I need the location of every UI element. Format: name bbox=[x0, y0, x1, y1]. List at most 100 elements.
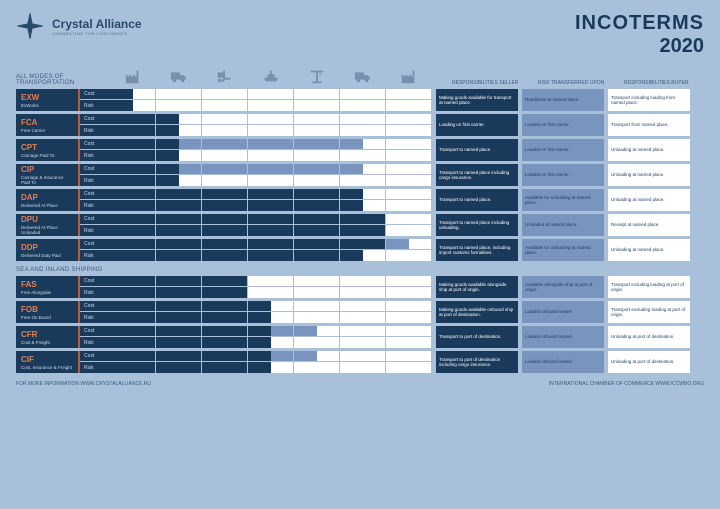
risk-bar bbox=[110, 225, 432, 236]
footer-right: INTERNATIONAL CHAMBER OF COMMERCE WWW.IC… bbox=[549, 381, 704, 387]
cost-label: Cost bbox=[80, 164, 110, 175]
cost-bar bbox=[110, 326, 432, 337]
resp-cell: Transport to named place including cargo… bbox=[436, 164, 518, 186]
bar-segment bbox=[110, 239, 386, 249]
cost-label: Cost bbox=[80, 276, 110, 287]
resp-cell: Unloading at named place. bbox=[608, 239, 690, 261]
resp-cell: Transport excluding loading at port of o… bbox=[608, 301, 690, 323]
risk-bar bbox=[110, 337, 432, 348]
incoterm-name: Delivered At Place Unloaded bbox=[21, 225, 73, 235]
cost-label: Cost bbox=[80, 351, 110, 362]
resp-cell: Transport to named place, including impo… bbox=[436, 239, 518, 261]
resp-cell: Unloading at port of destination. bbox=[608, 351, 690, 373]
cost-bar bbox=[110, 214, 432, 225]
footer: FOR MORE INFORMATION WWW.CRYSTALALLIANCE… bbox=[16, 381, 704, 387]
resp-cell: Loading on first carrier. bbox=[436, 114, 518, 136]
resp-cell: Making goods available alongside ship at… bbox=[436, 276, 518, 298]
risk-label: Risk bbox=[80, 175, 110, 186]
bar-segment bbox=[110, 114, 179, 124]
resp-cell: Transport to port of destination includi… bbox=[436, 351, 518, 373]
bar-segment bbox=[110, 214, 386, 224]
incoterm-code: CIP bbox=[21, 165, 73, 174]
cost-bar bbox=[110, 276, 432, 287]
resp-cell: Available for unloading at named place. bbox=[522, 189, 604, 211]
incoterm-code: DAP bbox=[21, 193, 73, 202]
resp-cell: Loaded on first carrier. bbox=[522, 164, 604, 186]
incoterm-name: ExWorks bbox=[21, 103, 73, 108]
resp-cell: Transport to named place including unloa… bbox=[436, 214, 518, 236]
bar-segment bbox=[110, 189, 363, 199]
bar-segment bbox=[271, 351, 317, 361]
bar-segment bbox=[110, 100, 133, 111]
bar-segment bbox=[386, 239, 409, 249]
cost-bar bbox=[110, 164, 432, 175]
risk-bar bbox=[110, 175, 432, 186]
risk-bar bbox=[110, 312, 432, 323]
tagline: CONNECTING THE CONTINENTS bbox=[52, 31, 142, 36]
factory-icon bbox=[110, 68, 156, 84]
bar-segment bbox=[110, 125, 179, 136]
bar-segment bbox=[110, 276, 248, 286]
resp-cell: Unloading at named place. bbox=[608, 139, 690, 161]
risk-label: Risk bbox=[80, 362, 110, 373]
ship-icon bbox=[248, 68, 294, 84]
bar-segment bbox=[110, 312, 271, 323]
cost-label: Cost bbox=[80, 189, 110, 200]
truck-icon bbox=[340, 68, 386, 84]
risk-label: Risk bbox=[80, 200, 110, 211]
resp-cell: Transport from named place. bbox=[608, 114, 690, 136]
risk-bar bbox=[110, 125, 432, 136]
incoterm-name: Delivered Duty Paid bbox=[21, 253, 73, 258]
incoterm-code: DPU bbox=[21, 215, 73, 224]
incoterm-name: Carriage Paid To bbox=[21, 153, 73, 158]
cost-bar bbox=[110, 239, 432, 250]
bar-segment bbox=[110, 287, 248, 298]
incoterm-code: FOB bbox=[21, 305, 73, 314]
bar-segment bbox=[110, 200, 363, 211]
compass-icon bbox=[16, 12, 44, 40]
risk-bar bbox=[110, 150, 432, 161]
incoterm-row: FOBFree On BoardCostRiskMaking goods ava… bbox=[16, 301, 704, 323]
incoterm-name: Carriage & Insurance Paid To bbox=[21, 175, 73, 185]
title-year: 2020 bbox=[575, 35, 704, 58]
incoterm-row: DAPDelivered At PlaceCostRiskTransport t… bbox=[16, 189, 704, 211]
company-name: Crystal Alliance bbox=[52, 17, 142, 31]
transport-icons bbox=[110, 68, 432, 84]
incoterm-row: DDPDelivered Duty PaidCostRiskTransport … bbox=[16, 239, 704, 261]
section2-title: SEA AND INLAND SHIPPING bbox=[16, 267, 704, 273]
bar-segment bbox=[110, 225, 386, 236]
logo: Crystal Alliance CONNECTING THE CONTINEN… bbox=[16, 12, 142, 40]
incoterm-row: CFRCost & FreightCostRiskTransport to po… bbox=[16, 326, 704, 348]
truck-icon bbox=[156, 68, 202, 84]
header: Crystal Alliance CONNECTING THE CONTINEN… bbox=[16, 12, 704, 58]
title-main: INCOTERMS bbox=[575, 12, 704, 35]
bar-segment bbox=[110, 326, 271, 336]
section2-rows: FASFree AlongsideCostRiskMaking goods av… bbox=[16, 276, 704, 373]
resp-cell: Transport to port of destination. bbox=[436, 326, 518, 348]
section1-rows: EXWExWorksCostRiskMaking goods available… bbox=[16, 89, 704, 261]
bar-segment bbox=[110, 175, 179, 186]
resp-cell: Available alongside ship at port of orig… bbox=[522, 276, 604, 298]
incoterm-code: EXW bbox=[21, 93, 73, 102]
resp-cell: Transport to named place. bbox=[436, 189, 518, 211]
bar-segment bbox=[179, 164, 363, 174]
bar-segment bbox=[110, 362, 271, 373]
col-risk: RISK TRANSFERRED UPON bbox=[536, 80, 618, 86]
cost-bar bbox=[110, 189, 432, 200]
bar-segment bbox=[110, 250, 363, 261]
bar-segment bbox=[179, 139, 363, 149]
incoterm-row: FASFree AlongsideCostRiskMaking goods av… bbox=[16, 276, 704, 298]
resp-cell: Transport to named place. bbox=[436, 139, 518, 161]
risk-label: Risk bbox=[80, 225, 110, 236]
risk-bar bbox=[110, 100, 432, 111]
bar-segment bbox=[110, 89, 133, 99]
resp-cell: Unloading at port of destination. bbox=[608, 326, 690, 348]
col-seller: RESPONSIBILITIES SELLER bbox=[450, 80, 532, 86]
title: INCOTERMS 2020 bbox=[575, 12, 704, 58]
cost-label: Cost bbox=[80, 239, 110, 250]
bar-segment bbox=[110, 351, 271, 361]
factory-icon bbox=[386, 68, 432, 84]
cost-bar bbox=[110, 351, 432, 362]
resp-cell: Loaded on first carrier. bbox=[522, 139, 604, 161]
resp-cell: Making goods available onboard ship at p… bbox=[436, 301, 518, 323]
